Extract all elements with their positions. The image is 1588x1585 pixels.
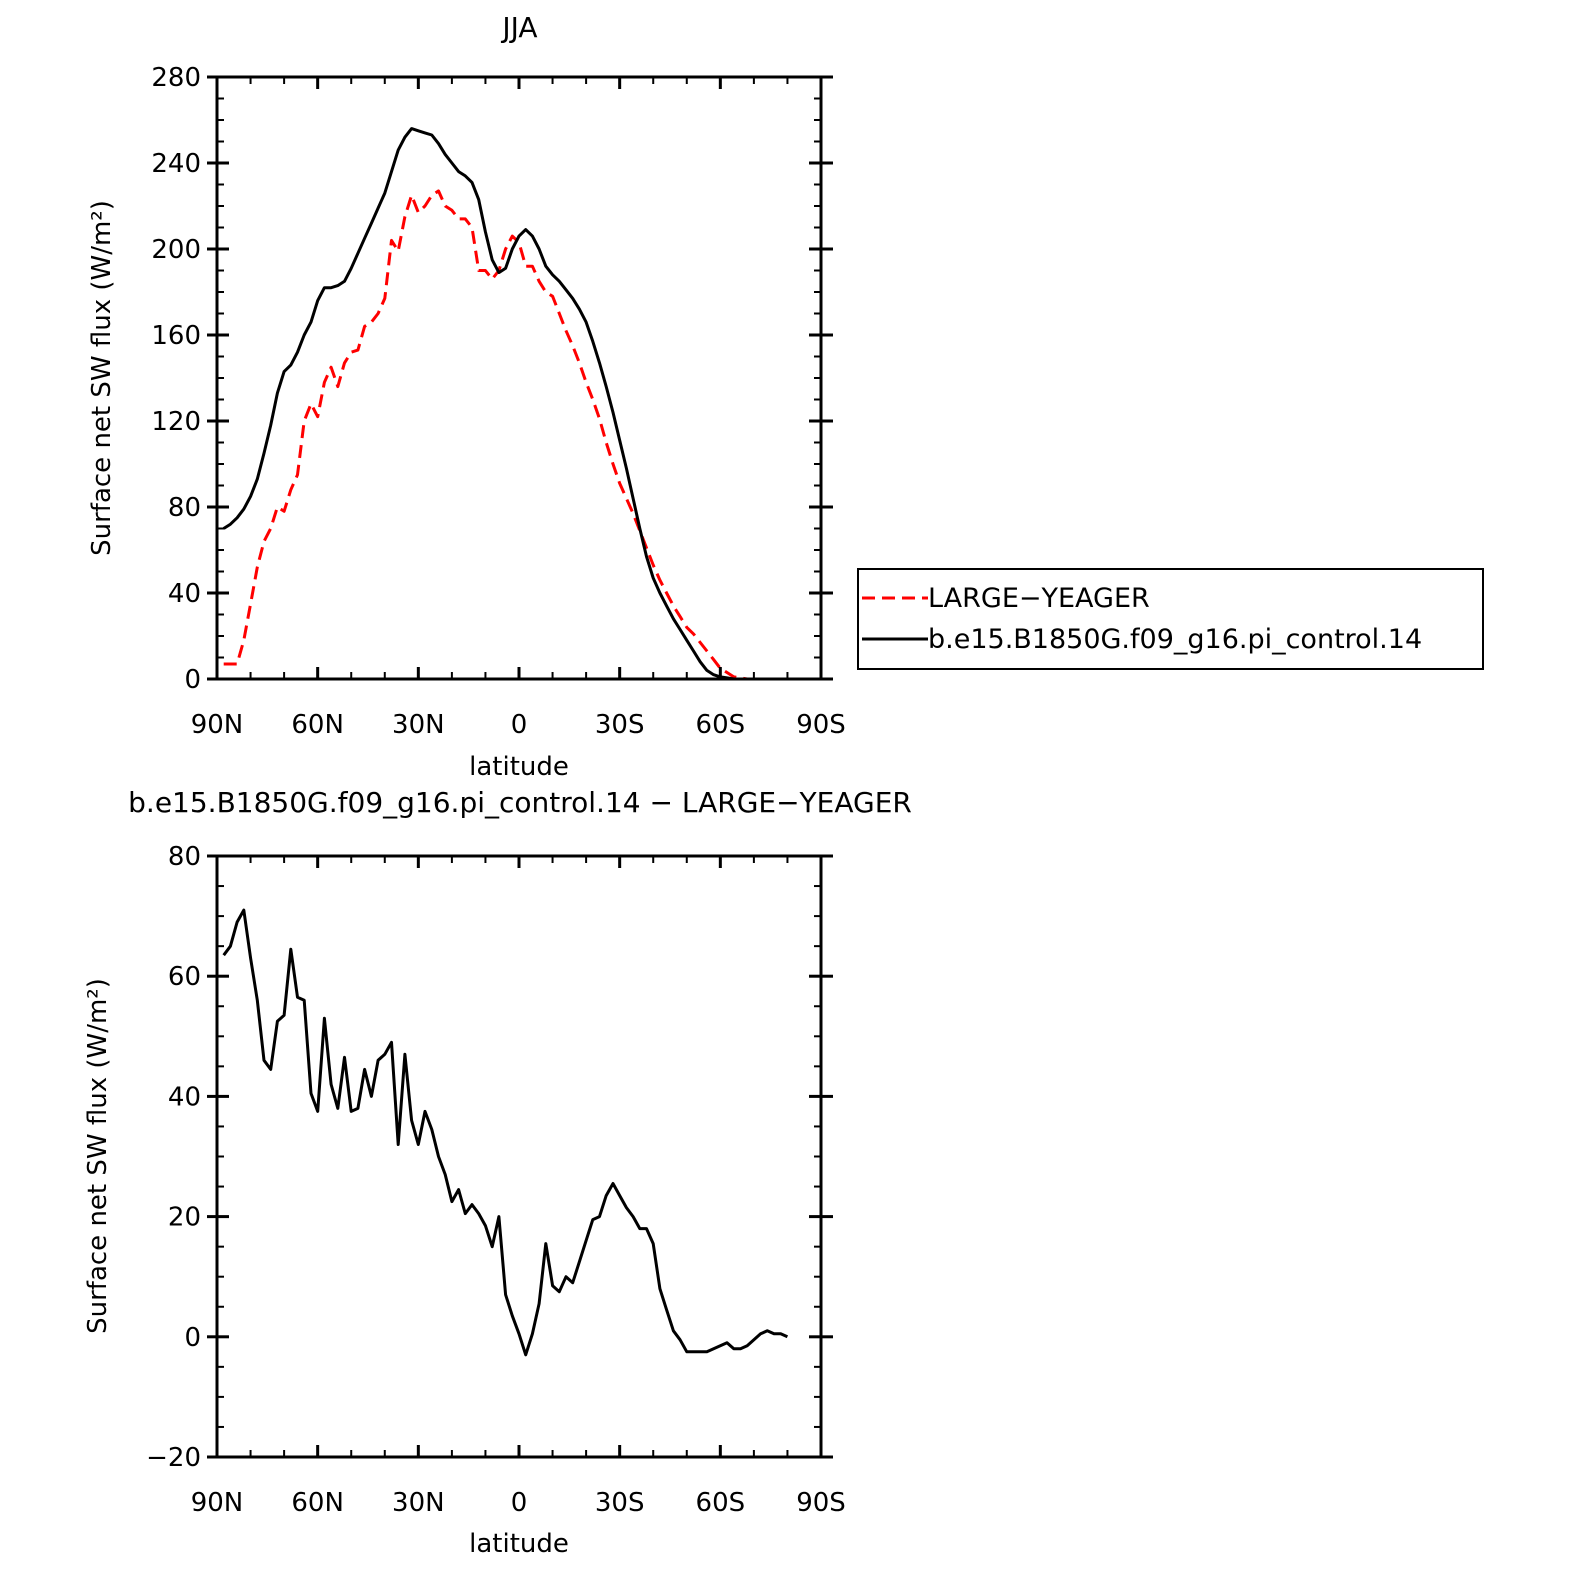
top-plot-frame [215, 75, 823, 681]
top-chart-title: JJA [500, 11, 537, 44]
bottom-y-tick-label: 20 [168, 1203, 201, 1233]
bottom-chart-tick-labels: 90N 60N 30N 0 30S 60S 90S −20 0 20 40 60 80 [146, 842, 846, 1518]
top-x-tick-label: 30S [595, 710, 645, 740]
legend: LARGE−YEAGER b.e15.B1850G.f09_g16.pi_con… [857, 568, 1484, 670]
top-chart-tick-labels: 90N 60N 30N 0 30S 60S 90S 0 40 80 120 160 200 240 280 [151, 63, 845, 740]
bottom-y-axis-label: Surface net SW flux (W/m²) [83, 978, 113, 1334]
top-x-tick-label: 90N [191, 710, 244, 740]
top-x-axis-label: latitude [469, 752, 569, 782]
top-x-tick-label: 30N [392, 710, 445, 740]
bottom-x-tick-label: 30S [595, 1488, 645, 1518]
legend-label-large-yeager: LARGE−YEAGER [928, 583, 1150, 614]
bottom-chart: b.e15.B1850G.f09_g16.pi_control.14 − LAR… [83, 786, 912, 1559]
top-y-tick-label: 40 [168, 579, 201, 609]
top-x-tick-label: 60S [696, 710, 746, 740]
top-series-line-1 [222, 127, 815, 681]
top-y-tick-label: 160 [151, 321, 201, 351]
bottom-x-tick-label: 30N [392, 1488, 445, 1518]
bottom-chart-series [222, 908, 789, 1357]
bottom-x-tick-label: 60S [696, 1488, 746, 1518]
bottom-x-axis-label: latitude [469, 1529, 569, 1559]
top-chart-series [222, 127, 815, 681]
bottom-x-tick-label: 0 [511, 1488, 528, 1518]
bottom-plot-frame [215, 854, 823, 1459]
top-y-tick-label: 120 [151, 407, 201, 437]
top-chart-ticks [207, 75, 833, 681]
legend-label-control: b.e15.B1850G.f09_g16.pi_control.14 [928, 624, 1422, 655]
bottom-y-tick-label: 40 [168, 1082, 201, 1112]
bottom-y-tick-label: 80 [168, 842, 201, 872]
top-chart: JJA 90N 60N 30N 0 30S 60S 90S 0 40 80 120 160 200 240… [87, 11, 846, 782]
bottom-x-tick-label: 90N [191, 1488, 244, 1518]
top-x-tick-label: 0 [511, 710, 528, 740]
top-y-axis-label: Surface net SW flux (W/m²) [87, 200, 117, 556]
top-y-tick-label: 240 [151, 149, 201, 179]
bottom-x-tick-label: 90S [796, 1488, 846, 1518]
bottom-x-tick-label: 60N [291, 1488, 344, 1518]
top-x-tick-label: 90S [796, 710, 846, 740]
top-y-tick-label: 280 [151, 63, 201, 93]
bottom-y-tick-label: 0 [184, 1323, 201, 1353]
top-y-tick-label: 200 [151, 235, 201, 265]
top-x-tick-label: 60N [291, 710, 344, 740]
bottom-series-line-0 [222, 908, 789, 1357]
top-y-tick-label: 0 [184, 665, 201, 695]
bottom-y-tick-label: 60 [168, 962, 201, 992]
top-y-tick-label: 80 [168, 493, 201, 523]
bottom-chart-title: b.e15.B1850G.f09_g16.pi_control.14 − LAR… [128, 786, 912, 819]
bottom-chart-ticks [207, 854, 833, 1459]
legend-box [857, 568, 1484, 670]
top-series-line-0 [223, 189, 815, 681]
bottom-y-tick-label: −20 [146, 1443, 201, 1473]
